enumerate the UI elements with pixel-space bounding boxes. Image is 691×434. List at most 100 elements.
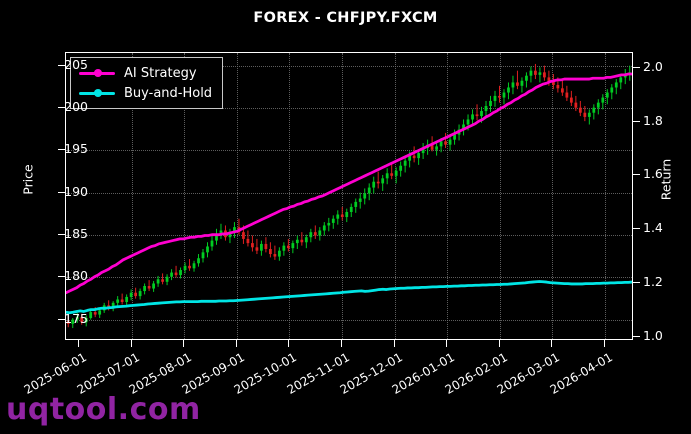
legend-item-ai-strategy[interactable]: AI Strategy [79,63,212,83]
gridline-horizontal [66,319,632,321]
y-axis-left-tickmark [58,276,65,278]
x-axis-tickmark [498,340,500,347]
y-axis-right-tickmark [633,174,640,176]
candle-body [219,230,223,234]
gridline-vertical [236,53,238,339]
candle-body [421,148,425,154]
candle-body [340,214,344,218]
candle-body [188,265,191,269]
candle-body [322,225,326,231]
candle-body [529,70,533,76]
candle-body [170,272,173,277]
candle-body [489,100,492,106]
candle-body [134,292,138,297]
legend-item-buy-and-hold[interactable]: Buy-and-Hold [79,83,212,103]
candle-body [89,312,93,318]
legend[interactable]: AI Strategy Buy-and-Hold [70,57,224,109]
x-axis-tickmark [341,340,342,347]
candle-body [412,155,416,159]
candle-body [111,302,115,308]
candle-body [354,201,358,207]
candle-body [448,139,452,145]
y-axis-right-tickmark [633,66,640,68]
candle-body [336,214,340,219]
candle-body [210,240,214,247]
candle-body [556,84,560,89]
gridline-horizontal [66,192,632,194]
candle-body [372,181,376,188]
line-series [66,72,632,315]
candle-body [233,227,236,234]
legend-label: Buy-and-Hold [124,85,213,101]
candle-body [480,111,483,117]
candle-body [610,87,614,93]
candle-body [138,291,142,297]
y-axis-right-tickmark [633,228,640,230]
gridline-vertical [447,53,449,339]
x-axis-tickmark [130,340,132,347]
x-axis-tickmark [446,340,448,347]
gridline-horizontal [66,150,632,152]
gridline-vertical [552,53,554,339]
candle-body [534,70,537,75]
candle-body [156,279,160,284]
gridline-horizontal [66,108,632,110]
candle-body [569,97,573,103]
candle-body [165,276,169,282]
candle-body [75,317,79,320]
candle-body [565,92,569,98]
candle-body [318,230,322,236]
y-axis-right-tick-1.4: 1.4 [643,220,663,236]
candle-body [125,296,129,302]
candle-body [201,252,205,259]
gridline-vertical [131,53,133,339]
candle-body [516,82,519,86]
y-axis-left-tick-175: 175 [64,310,88,326]
candle-body [116,299,120,303]
gridline-horizontal [66,65,632,67]
candle-body [484,105,488,112]
candle-body [439,141,443,147]
y-axis-right-tick-1.2: 1.2 [643,274,663,290]
candle-body [228,233,232,238]
chart-title: FOREX - CHFJPY.FXCM [253,10,438,26]
y-axis-left-tick-195: 195 [64,141,88,157]
grid-lines [66,53,632,339]
candle-body [543,72,546,78]
y-axis-right-tickmark [633,335,640,337]
gridline-vertical [499,53,501,339]
candle-body [286,245,290,249]
candle-body [417,153,421,159]
legend-label: AI Strategy [124,65,197,81]
candle-body [583,112,587,117]
candle-body [251,243,254,248]
candle-body [376,181,380,184]
x-axis-tickmark [604,340,605,347]
candle-body [363,193,367,199]
candle-body [507,87,510,93]
candle-body [587,112,591,117]
candle-body [466,119,470,125]
gridline-vertical [184,53,186,339]
y-axis-left-tickmark [58,234,65,236]
candle-body [547,77,551,82]
candle-body [560,88,564,93]
candle-body [246,238,250,244]
y-axis-left-tick-205: 205 [64,56,88,72]
candle-body [93,312,97,315]
candle-body [538,72,542,75]
candle-body [179,270,182,276]
legend-swatch-icon [79,66,115,80]
candle-body [84,317,88,323]
y-axis-right-tick-1.8: 1.8 [643,112,663,128]
x-axis-tickmark [78,340,79,347]
candle-body [304,237,308,243]
candle-body [498,95,501,98]
x-axis-tickmark [235,340,237,347]
candle-body [331,218,335,223]
candle-body [80,317,84,323]
candle-body [215,233,218,241]
candle-body [367,187,371,194]
y-axis-left-tick-180: 180 [64,268,88,284]
candle-body [614,82,618,88]
